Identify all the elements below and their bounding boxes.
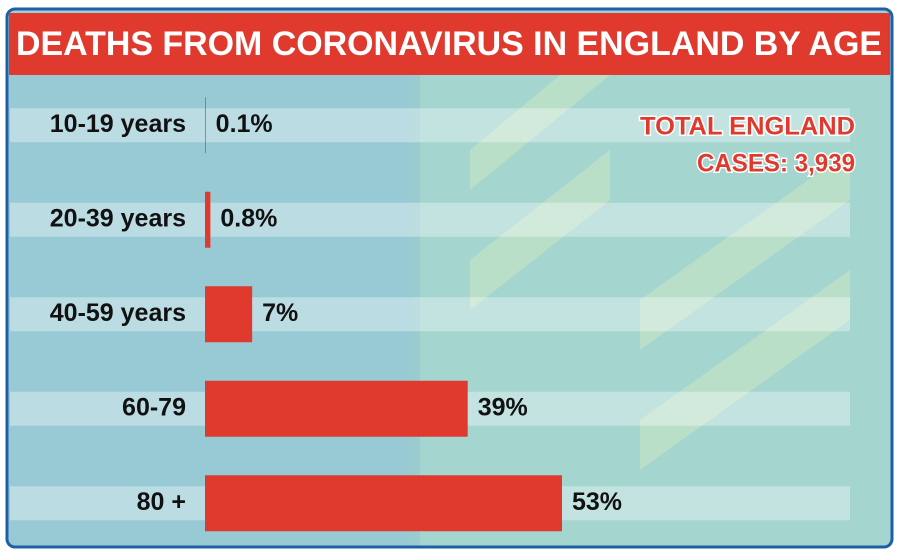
- title-banner: [9, 13, 890, 75]
- value-label: 0.8%: [220, 204, 277, 232]
- y-tick-label: 60-79: [122, 393, 186, 421]
- chart-title: DEATHS FROM CORONAVIRUS IN ENGLAND BY AG…: [16, 25, 882, 63]
- value-label: 39%: [478, 393, 528, 421]
- plot-area: 10-19 years 0.1% 20-39 years 0.8% 40-59 year…: [10, 97, 850, 532]
- row-band: [10, 202, 850, 237]
- bar: [205, 97, 206, 154]
- annotation: CASES: 3,939: [697, 150, 855, 178]
- y-tick-label: 40-59 years: [50, 299, 186, 327]
- value-label: 0.1%: [216, 110, 273, 138]
- y-tick-label: 20-39 years: [50, 204, 186, 232]
- bar: [205, 475, 562, 532]
- bar: [205, 380, 468, 437]
- y-tick-label: 10-19 years: [50, 110, 186, 138]
- annotation: TOTAL ENGLAND: [640, 113, 855, 141]
- value-label: 7%: [262, 299, 298, 327]
- frame: [5, 7, 894, 549]
- value-label: 53%: [572, 488, 622, 516]
- bar: [205, 191, 211, 248]
- row-band: [10, 297, 850, 332]
- y-tick-label: 80 +: [137, 488, 186, 516]
- row-band: [10, 108, 850, 143]
- bar: [205, 286, 253, 343]
